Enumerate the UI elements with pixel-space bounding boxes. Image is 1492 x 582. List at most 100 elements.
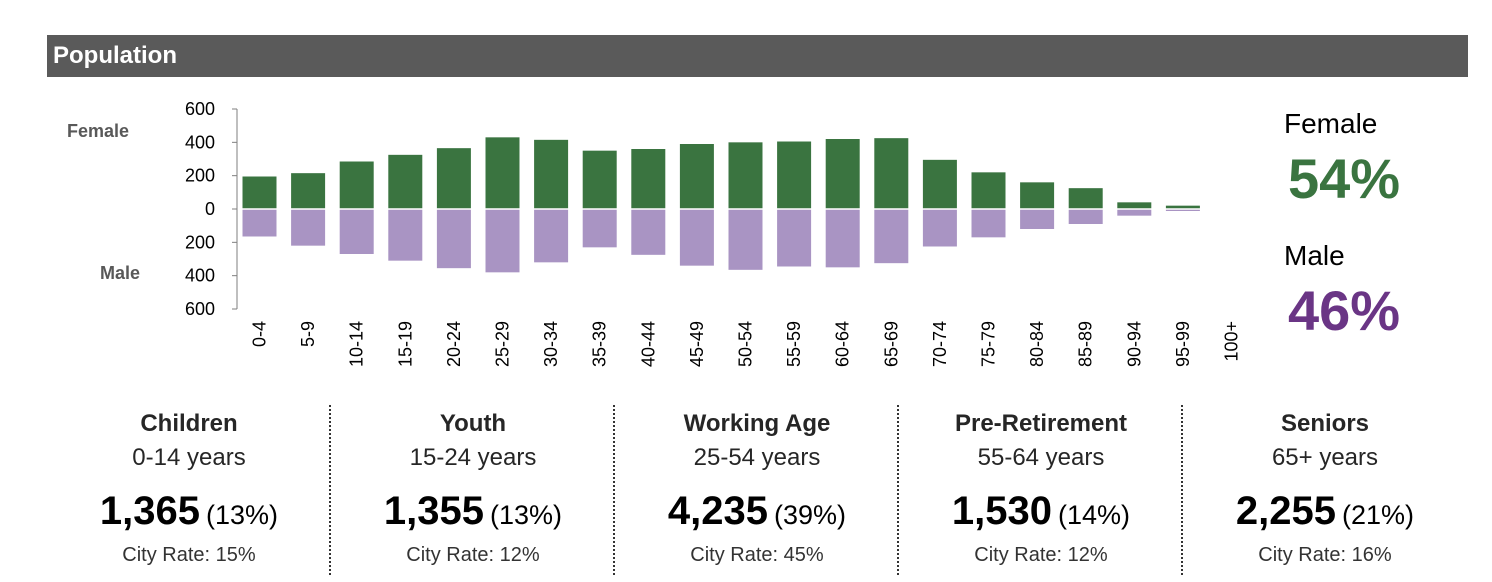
group-age-range: 65+ years: [1271, 444, 1379, 471]
female-bar: [1068, 188, 1103, 209]
male-axis-label: Male: [100, 263, 141, 283]
age-group-pre-retirement: Pre-Retirement 55-64 years 1,530 (14%) Ci…: [899, 405, 1183, 582]
female-bar: [534, 139, 569, 209]
female-bar: [1117, 202, 1152, 209]
group-city-rate: City Rate: 12%: [974, 544, 1108, 566]
group-age-range: 0-14 years: [132, 444, 246, 471]
group-share: (13%): [206, 500, 279, 530]
age-group-youth: Youth 15-24 years 1,355 (13%) City Rate: …: [331, 405, 615, 582]
y-tick-label: 600: [185, 299, 215, 319]
y-tick-label: 200: [185, 166, 215, 186]
group-title: Pre-Retirement: [954, 410, 1128, 437]
female-bar: [291, 173, 326, 209]
male-percentage: 46%: [1288, 279, 1401, 342]
female-bar: [971, 172, 1006, 209]
group-count-line: 2,255 (21%): [1183, 489, 1467, 534]
male-bar: [582, 209, 617, 248]
group-share: (13%): [490, 500, 563, 530]
x-tick-label: 90-94: [1124, 321, 1144, 367]
male-bar: [291, 209, 326, 246]
male-bar: [874, 209, 909, 264]
x-tick-label: 10-14: [347, 321, 367, 367]
age-group-working-age: Working Age 25-54 years 4,235 (39%) City …: [615, 405, 899, 582]
group-count-line: 1,365 (13%): [47, 489, 331, 534]
female-bar: [1165, 205, 1200, 209]
female-axis-label: Female: [67, 121, 130, 141]
x-tick-label: 40-44: [638, 321, 658, 367]
age-group-children: Children 0-14 years 1,365 (13%) City Rate…: [47, 405, 331, 582]
x-tick-label: 45-49: [687, 321, 707, 367]
group-age-range: 15-24 years: [409, 444, 537, 471]
male-bar: [339, 209, 374, 254]
x-tick-label: 75-79: [979, 321, 999, 367]
group-title: Youth: [439, 410, 507, 437]
female-percentage: 54%: [1288, 147, 1401, 210]
female-bar: [631, 149, 666, 209]
group-city-rate: City Rate: 15%: [122, 544, 256, 566]
x-tick-label: 35-39: [590, 321, 610, 367]
group-city-rate: City Rate: 16%: [1258, 544, 1392, 566]
male-bar: [825, 209, 860, 268]
x-tick-label: 100+: [1222, 321, 1242, 362]
male-bar: [534, 209, 569, 263]
female-bar: [582, 150, 617, 209]
male-bar: [1068, 209, 1103, 224]
x-tick-label: 20-24: [444, 321, 464, 367]
group-count: 4,235: [667, 489, 769, 533]
x-tick-label: 50-54: [736, 321, 756, 367]
group-city-rate: City Rate: 12%: [406, 544, 540, 566]
male-bar: [436, 209, 471, 269]
female-bar: [728, 142, 763, 209]
x-tick-label: 55-59: [784, 321, 804, 367]
female-bar: [436, 148, 471, 209]
female-bar: [1020, 182, 1055, 209]
male-bar: [777, 209, 812, 267]
male-bar: [1165, 209, 1200, 211]
x-tick-label: 5-9: [298, 321, 318, 347]
female-bar: [777, 141, 812, 209]
female-bar: [825, 139, 860, 209]
female-label: Female: [1284, 108, 1378, 139]
group-title: Working Age: [683, 410, 831, 437]
male-bar: [679, 209, 714, 266]
group-count: 2,255: [1235, 489, 1337, 533]
x-tick-label: 0-4: [250, 321, 270, 347]
male-bar: [728, 209, 763, 270]
y-tick-label: 400: [185, 132, 215, 152]
section-header: Population: [47, 35, 1468, 77]
group-count: 1,365: [99, 489, 201, 533]
y-tick-label: 0: [205, 199, 215, 219]
y-tick-label: 400: [185, 266, 215, 286]
population-pyramid-chart: 600 400 200 0 200 400 600 0-4 5-9 10-14 15-19 20-24…: [185, 99, 1242, 367]
male-bar: [971, 209, 1006, 238]
female-bar: [485, 137, 520, 209]
group-count-line: 4,235 (39%): [615, 489, 899, 534]
male-bar: [1020, 209, 1055, 229]
age-group-seniors: Seniors 65+ years 2,255 (21%) City Rate: …: [1183, 405, 1467, 582]
male-bar: [485, 209, 520, 273]
group-share: (39%): [774, 500, 847, 530]
female-bar: [922, 159, 957, 209]
x-tick-label: 70-74: [930, 321, 950, 367]
group-city-rate: City Rate: 45%: [690, 544, 824, 566]
female-bar: [339, 161, 374, 209]
x-tick-label: 30-34: [541, 321, 561, 367]
group-count: 1,355: [383, 489, 485, 533]
male-label: Male: [1284, 240, 1345, 271]
group-age-range: 55-64 years: [977, 444, 1105, 471]
female-bar: [679, 144, 714, 209]
male-bar: [922, 209, 957, 247]
group-count: 1,530: [951, 489, 1053, 533]
group-title: Children: [140, 410, 238, 437]
group-count-line: 1,530 (14%): [899, 489, 1183, 534]
female-bar: [242, 176, 277, 209]
y-tick-label: 600: [185, 99, 215, 119]
male-bar: [1117, 209, 1152, 216]
group-title: Seniors: [1280, 410, 1370, 437]
section-title: Population: [53, 42, 177, 69]
x-tick-label: 60-64: [833, 321, 853, 367]
group-share: (21%): [1342, 500, 1415, 530]
x-tick-label: 80-84: [1027, 321, 1047, 367]
y-tick-label: 200: [185, 232, 215, 252]
x-tick-label: 85-89: [1076, 321, 1096, 367]
